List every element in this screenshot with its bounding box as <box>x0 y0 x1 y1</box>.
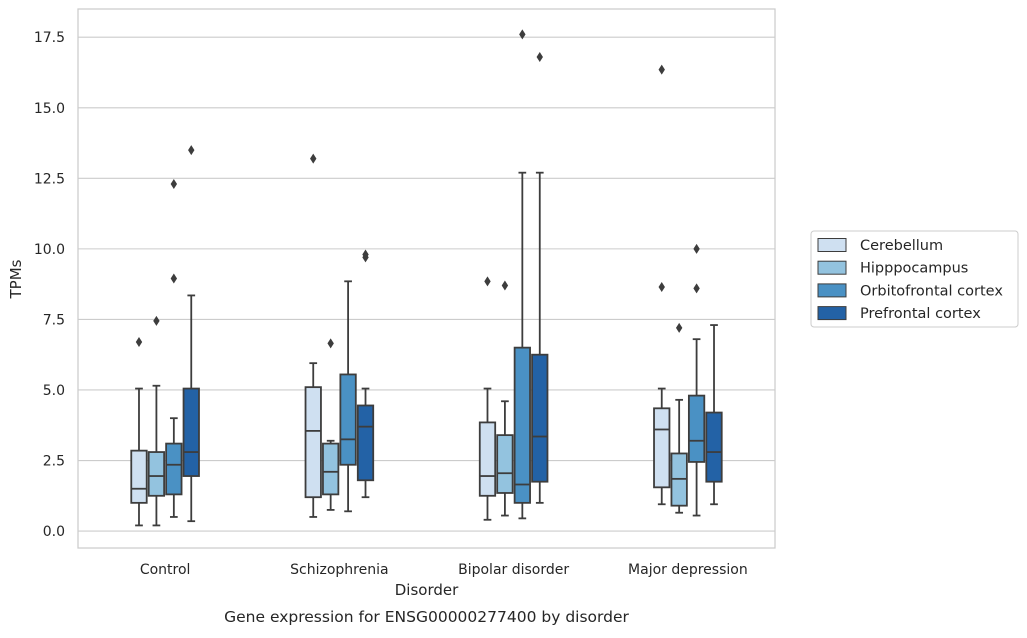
box <box>339 373 357 466</box>
legend-frame <box>810 230 1019 328</box>
x-tick-labels: Control Schizophrenia Bipolar disorder Majo… <box>140 562 748 578</box>
box <box>182 387 200 477</box>
x-tick-label: Control <box>140 562 191 578</box>
box-group <box>705 324 723 506</box>
y-tick-label: 15.0 <box>34 101 65 117</box>
x-tick-label: Schizophrenia <box>290 562 388 578</box>
outlier-point <box>362 249 369 260</box>
box-group <box>513 29 531 520</box>
box <box>356 404 375 482</box>
box-group <box>147 315 166 527</box>
outlier-point <box>327 338 334 349</box>
y-tick-label: 5.0 <box>43 383 65 399</box>
box-group <box>130 336 148 527</box>
box <box>513 346 531 504</box>
outlier-point <box>484 276 491 287</box>
box <box>478 421 497 497</box>
box <box>531 353 549 483</box>
x-tick-label: Bipolar disorder <box>458 562 569 578</box>
box <box>687 394 706 463</box>
box-plots <box>130 29 723 527</box>
box-group <box>478 276 497 521</box>
box-group <box>531 51 549 504</box>
box-group <box>496 280 514 517</box>
box-group <box>356 249 375 499</box>
plot-frame <box>77 8 776 549</box>
legend-swatch <box>817 306 847 321</box>
box <box>304 386 322 499</box>
outlier-point <box>658 64 665 75</box>
legend-label: Hipppocampus <box>860 261 968 277</box>
box-group <box>304 153 322 518</box>
box-group <box>670 322 688 514</box>
box-group <box>182 145 200 523</box>
y-tick-label: 0.0 <box>43 524 65 540</box>
y-tick-label: 2.5 <box>43 454 65 470</box>
x-tick-label: Major depression <box>628 562 748 578</box>
y-tick-label: 10.0 <box>34 242 65 258</box>
y-tick-label: 12.5 <box>34 171 65 187</box>
outlier-point <box>153 315 160 326</box>
outlier-point <box>170 178 178 189</box>
box <box>705 411 723 483</box>
box <box>496 434 514 494</box>
legend-swatch <box>817 283 847 298</box>
y-tick-labels: 0.0 2.5 5.0 7.5 10.0 12.5 15.0 17.5 <box>34 30 65 540</box>
y-tick-label: 17.5 <box>34 30 65 46</box>
legend-label: Cerebellum <box>860 238 943 254</box>
box <box>653 407 671 489</box>
outlier-point <box>501 280 509 291</box>
box <box>322 442 340 496</box>
outlier-point <box>658 281 665 292</box>
outlier-point <box>536 51 543 62</box>
chart-caption: Gene expression for ENSG00000277400 by d… <box>224 608 629 626</box>
y-axis-label: TPMs <box>7 259 25 299</box>
box-group <box>339 280 357 513</box>
outlier-point <box>310 153 317 164</box>
box <box>165 442 183 496</box>
box <box>147 451 166 497</box>
box-group <box>687 243 706 517</box>
legend-label: Orbitofrontal cortex <box>860 283 1003 299</box>
y-tick-label: 7.5 <box>43 312 65 328</box>
outlier-point <box>693 243 700 254</box>
legend-swatch <box>817 260 847 275</box>
outlier-point <box>519 29 526 40</box>
box <box>130 449 148 504</box>
outlier-point <box>135 336 143 347</box>
x-axis-label: Disorder <box>395 581 459 599</box>
legend: Cerebellum Hipppocampus Orbitofrontal cort… <box>810 230 1019 328</box>
legend-swatch <box>817 238 847 252</box>
plot-background <box>78 9 775 548</box>
outlier-point <box>170 273 178 284</box>
legend-label: Prefrontal cortex <box>860 306 981 322</box>
outlier-point <box>675 322 683 333</box>
box-group <box>165 178 183 518</box>
outlier-point <box>693 283 700 294</box>
box-group <box>653 64 671 506</box>
box-group <box>322 338 340 511</box>
outlier-point <box>188 145 195 156</box>
